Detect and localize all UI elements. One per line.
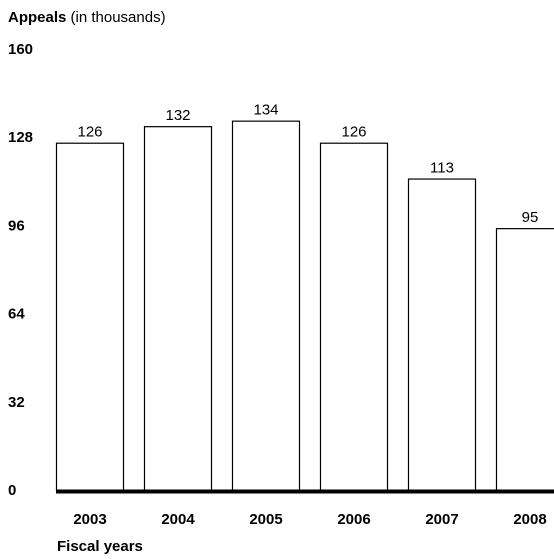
value-label: 113 [430,160,454,177]
x-tick-label: 2006 [337,511,370,528]
bar [495,228,554,492]
y-axis-title-rest: (in thousands) [66,9,165,26]
x-tick-label: 2003 [73,511,106,528]
x-tick-labels: 2003 2004 2005 2006 2007 2008 [73,511,546,528]
value-label: 134 [253,102,278,119]
x-axis-title: Fiscal years [57,538,143,555]
x-tick-label: 2004 [161,511,195,528]
bar [231,120,301,492]
y-tick-label: 160 [8,41,33,58]
value-label: 95 [522,209,539,226]
value-labels: 126 132 134 126 113 95 [77,102,538,226]
bar [319,142,389,492]
value-label: 126 [341,124,366,141]
y-tick-label: 64 [8,306,25,323]
y-tick-labels: 0 32 64 96 128 160 [8,41,33,499]
bar [407,178,477,492]
value-label: 132 [165,107,190,124]
y-tick-label: 128 [8,129,33,146]
y-tick-label: 32 [8,394,25,411]
x-tick-label: 2005 [249,511,282,528]
value-label: 126 [77,124,102,141]
y-axis-title: Appeals (in thousands) [8,9,166,26]
y-tick-label: 0 [8,482,16,499]
bars [55,120,554,492]
x-tick-label: 2007 [425,511,458,528]
y-tick-label: 96 [8,217,25,234]
bar [55,142,125,492]
x-tick-label: 2008 [513,511,546,528]
bar [143,126,213,492]
y-axis-title-bold: Appeals [8,9,66,26]
